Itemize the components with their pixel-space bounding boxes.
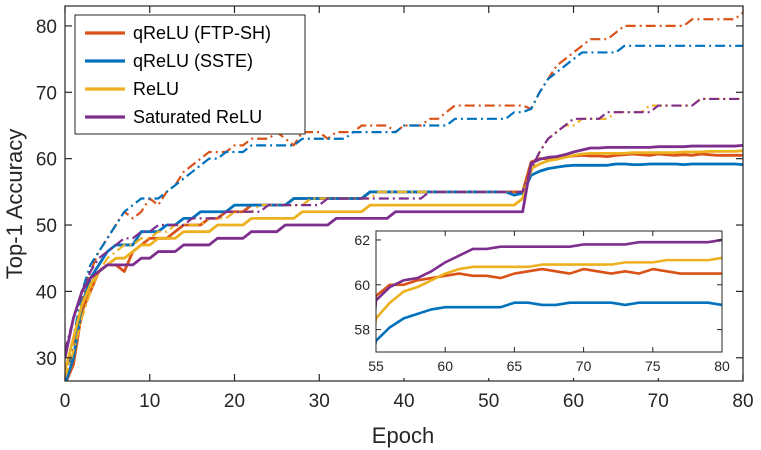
inset-y-tick-label: 60 — [354, 277, 370, 293]
y-tick-label: 80 — [36, 17, 57, 38]
y-axis-label: Top-1 Accuracy — [2, 129, 27, 279]
series-qrelu-sste-train-line — [65, 44, 743, 381]
inset-series-relu-test-line — [376, 256, 722, 328]
inset-x-tick-label: 75 — [645, 358, 661, 374]
inset-x-tick-label: 65 — [507, 358, 523, 374]
x-tick-label: 10 — [139, 391, 160, 412]
y-tick-label: 50 — [36, 216, 57, 237]
series-relu-train-line — [65, 97, 743, 379]
x-tick-label: 40 — [393, 391, 414, 412]
inset-plot: 55 60 65 70 75 80 58 60 62 — [338, 227, 734, 378]
legend-label-qrelu-ftp-sh: qReLU (FTP-SH) — [133, 23, 271, 43]
series-qrelu-ftp-sh-train-line — [65, 11, 743, 381]
inset-series-saturated-relu-test-line — [376, 238, 722, 316]
legend-label-saturated-relu: Saturated ReLU — [133, 107, 262, 127]
inset-series-qrelu-sste-test-line — [376, 301, 722, 347]
inset-y-tick-label: 58 — [354, 322, 370, 338]
x-tick-label: 0 — [60, 391, 71, 412]
x-axis-label: Epoch — [372, 423, 434, 448]
inset-frame — [375, 230, 723, 353]
inset-y-tick-label: 62 — [354, 232, 370, 248]
x-tick-label: 20 — [224, 391, 245, 412]
legend-label-relu: ReLU — [133, 79, 179, 99]
inset-x-tick-label: 80 — [714, 358, 730, 374]
y-tick-label: 70 — [36, 83, 57, 104]
inset-series-qrelu-ftp-sh-test-line — [376, 267, 722, 306]
y-tick-label: 30 — [36, 349, 57, 370]
x-tick-label: 70 — [648, 391, 669, 412]
y-tick-label: 60 — [36, 150, 57, 171]
x-tick-label: 80 — [732, 391, 753, 412]
series-saturated-relu-test-line — [65, 143, 743, 359]
inset-x-tick-label: 60 — [437, 358, 453, 374]
series-relu-test-line — [65, 149, 743, 372]
series-saturated-relu-train-line — [65, 97, 743, 352]
main-plot-area: 0 10 20 30 40 50 60 70 80 30 40 50 60 70 80 — [36, 5, 754, 412]
inset-x-tick-label: 70 — [576, 358, 592, 374]
y-tick-label: 40 — [36, 282, 57, 303]
x-tick-label: 60 — [563, 391, 584, 412]
inset-x-tick-label: 55 — [368, 358, 384, 374]
x-tick-label: 50 — [478, 391, 499, 412]
legend-box — [74, 14, 306, 135]
legend-label-qrelu-sste: qReLU (SSTE) — [133, 51, 253, 71]
x-tick-label: 30 — [309, 391, 330, 412]
legend: qReLU (FTP-SH) qReLU (SSTE) ReLU Saturated … — [74, 14, 306, 135]
